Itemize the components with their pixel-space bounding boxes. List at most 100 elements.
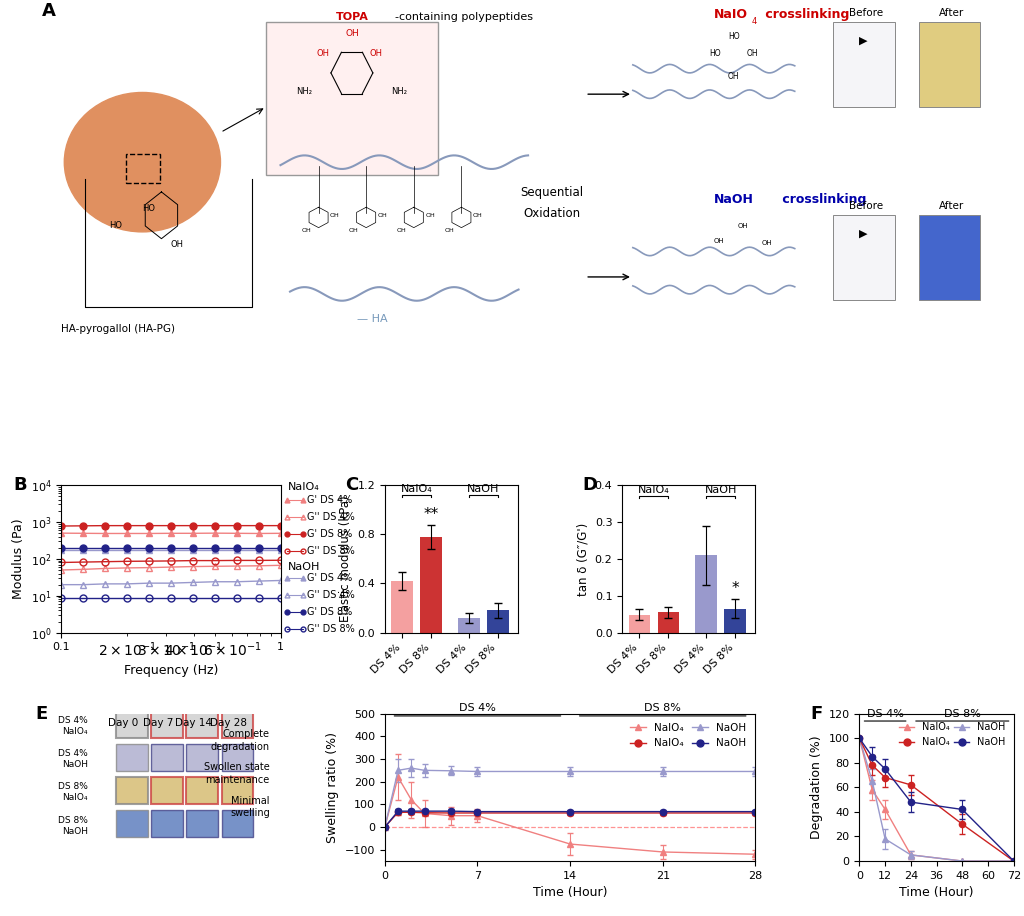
Text: D: D: [582, 476, 597, 495]
Text: After: After: [939, 8, 965, 18]
Text: NaIO₄: NaIO₄: [288, 482, 319, 492]
Bar: [420, 537, 442, 633]
Text: **: **: [424, 507, 439, 522]
Bar: [186, 777, 218, 804]
Text: Oxidation: Oxidation: [523, 207, 581, 221]
Text: NH₂: NH₂: [296, 87, 312, 96]
Text: HO: HO: [142, 204, 156, 213]
Text: DS 4%: DS 4%: [866, 709, 903, 718]
Bar: [458, 618, 479, 633]
Text: Day 28: Day 28: [210, 718, 247, 728]
Bar: [919, 215, 980, 300]
Text: NaIO: NaIO: [714, 7, 748, 21]
FancyBboxPatch shape: [266, 22, 437, 175]
Bar: [391, 581, 413, 633]
Text: B: B: [13, 476, 27, 495]
Text: OH: OH: [762, 241, 772, 246]
Text: DS 8%
NaOH: DS 8% NaOH: [58, 815, 88, 835]
Bar: [152, 811, 183, 837]
Text: Before: Before: [849, 201, 884, 211]
X-axis label: Time (Hour): Time (Hour): [532, 887, 607, 900]
Bar: [186, 711, 218, 737]
Text: G' DS 4%: G' DS 4%: [307, 495, 352, 505]
Text: Day 14: Day 14: [174, 718, 212, 728]
Bar: [657, 612, 679, 633]
Text: OH: OH: [473, 213, 482, 218]
Bar: [695, 555, 717, 633]
Text: — HA: — HA: [356, 314, 387, 324]
Text: OH: OH: [370, 49, 382, 58]
Text: DS 4%
NaOH: DS 4% NaOH: [58, 749, 88, 769]
Text: HO: HO: [709, 49, 721, 58]
Y-axis label: Modulus (Pa): Modulus (Pa): [12, 518, 26, 599]
Text: OH: OH: [316, 49, 330, 58]
Text: DS 4%: DS 4%: [459, 703, 496, 714]
Legend: NaIO₄, NaIO₄, NaOH, NaOH: NaIO₄, NaIO₄, NaOH, NaOH: [895, 718, 1009, 751]
Text: NaIO₄: NaIO₄: [400, 485, 432, 495]
Bar: [919, 22, 980, 107]
Text: Sequential: Sequential: [520, 186, 584, 199]
Text: Day 7: Day 7: [142, 718, 173, 728]
Bar: [117, 777, 148, 804]
Text: 4: 4: [752, 17, 757, 27]
Text: Minimal
swelling: Minimal swelling: [230, 796, 270, 818]
Bar: [487, 610, 509, 633]
Text: crosslinking: crosslinking: [777, 193, 866, 206]
Text: HO: HO: [728, 32, 739, 41]
Text: G' DS 8%: G' DS 8%: [307, 529, 352, 539]
Text: G'' DS 8%: G'' DS 8%: [307, 624, 355, 634]
Bar: [221, 711, 253, 737]
Text: After: After: [939, 201, 965, 211]
Text: G'' DS 4%: G'' DS 4%: [307, 512, 355, 522]
Legend: NaIO₄, NaIO₄, NaOH, NaOH: NaIO₄, NaIO₄, NaOH, NaOH: [626, 719, 751, 752]
Text: G'' DS 8%: G'' DS 8%: [307, 546, 355, 556]
X-axis label: Time (Hour): Time (Hour): [899, 887, 974, 900]
Text: TOPA: TOPA: [336, 12, 369, 22]
Text: OH: OH: [748, 49, 759, 58]
Text: DS 8%: DS 8%: [944, 709, 981, 718]
Text: NaIO₄: NaIO₄: [638, 485, 670, 496]
Text: DS 4%
NaIO₄: DS 4% NaIO₄: [58, 716, 88, 736]
Bar: [117, 711, 148, 737]
Bar: [186, 744, 218, 770]
Text: HA-pyrogallol (HA-PG): HA-pyrogallol (HA-PG): [61, 324, 175, 334]
Text: OH: OH: [171, 240, 184, 249]
Y-axis label: Degradation (%): Degradation (%): [810, 736, 823, 839]
Bar: [117, 744, 148, 770]
Bar: [221, 777, 253, 804]
Text: Swollen state
maintenance: Swollen state maintenance: [204, 762, 270, 785]
Text: Complete
degradation: Complete degradation: [211, 729, 270, 752]
Bar: [833, 22, 895, 107]
Bar: [833, 215, 895, 300]
Text: Before: Before: [849, 8, 884, 18]
Circle shape: [65, 93, 220, 232]
Bar: [724, 608, 745, 633]
Bar: [629, 615, 650, 633]
Text: OH: OH: [301, 228, 311, 233]
Bar: [186, 811, 218, 837]
Text: NaOH: NaOH: [288, 562, 319, 572]
Bar: [117, 811, 148, 837]
Bar: [152, 711, 183, 737]
Text: NH₂: NH₂: [391, 87, 408, 96]
Text: G' DS 8%: G' DS 8%: [307, 607, 352, 617]
Text: ▶: ▶: [859, 35, 867, 45]
Text: *: *: [731, 581, 739, 595]
Text: ▶: ▶: [859, 229, 867, 239]
Text: crosslinking: crosslinking: [762, 7, 850, 21]
Text: F: F: [810, 704, 822, 723]
Text: OH: OH: [425, 213, 435, 218]
Y-axis label: Elastic modulus (kPa): Elastic modulus (kPa): [339, 496, 352, 622]
Text: A: A: [42, 3, 56, 20]
Bar: [152, 777, 183, 804]
Text: E: E: [35, 704, 47, 723]
Text: G' DS 4%: G' DS 4%: [307, 573, 352, 583]
Text: OH: OH: [396, 228, 407, 233]
X-axis label: Frequency (Hz): Frequency (Hz): [124, 664, 218, 677]
Text: OH: OH: [444, 228, 454, 233]
Text: G'' DS 4%: G'' DS 4%: [307, 590, 355, 600]
Text: OH: OH: [714, 238, 724, 244]
Y-axis label: tan δ (G″/G'): tan δ (G″/G'): [577, 522, 589, 595]
Bar: [221, 811, 253, 837]
Text: OH: OH: [349, 228, 358, 233]
